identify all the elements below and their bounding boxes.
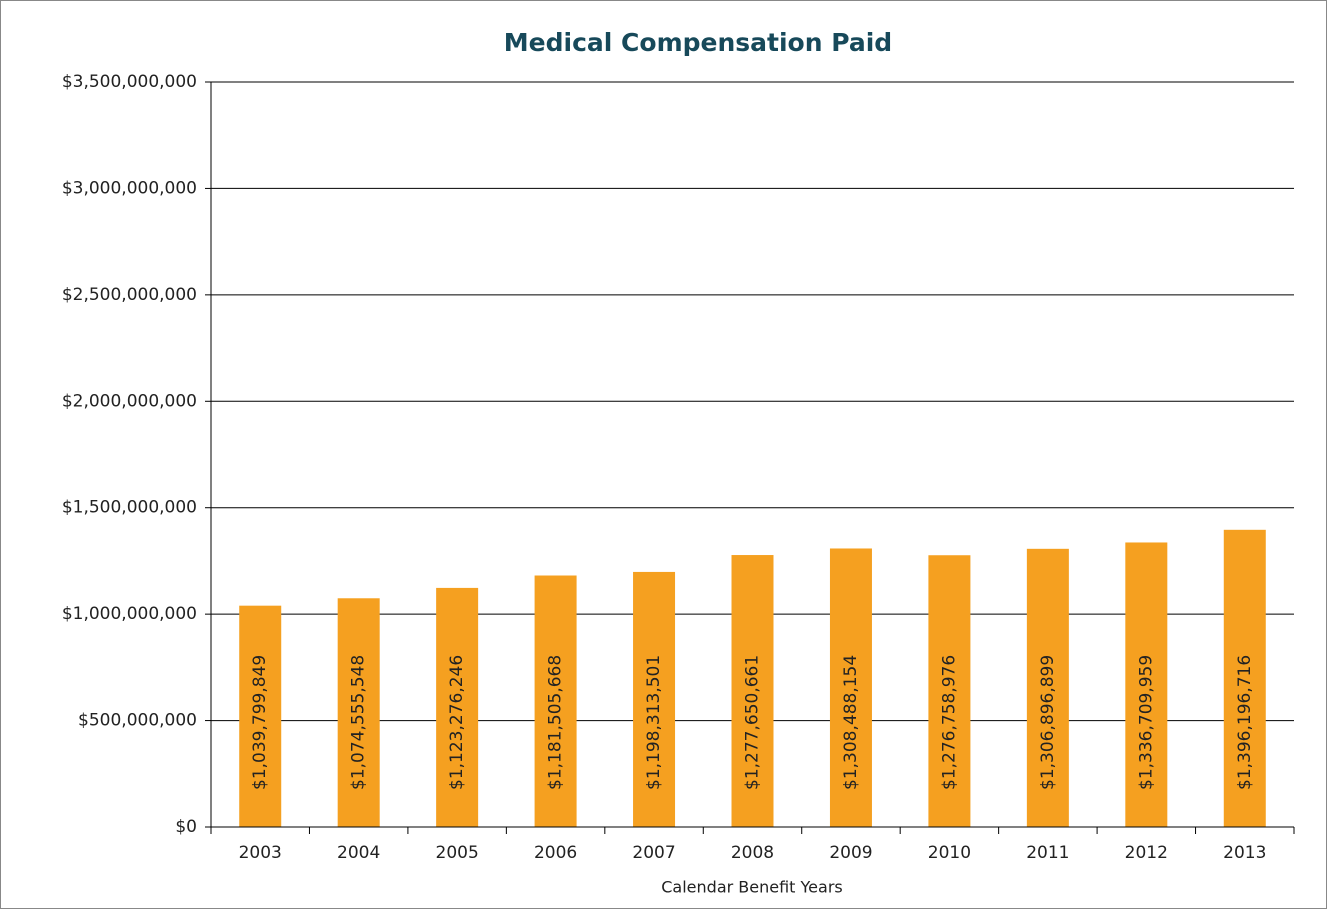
x-tick-label: 2005	[436, 843, 479, 863]
y-tick-label: $0	[175, 817, 197, 837]
value-label: $1,276,758,976	[939, 655, 959, 790]
bar	[337, 598, 380, 827]
bar	[731, 555, 774, 827]
y-tick-label: $1,500,000,000	[62, 498, 197, 518]
value-label: $1,277,650,661	[743, 655, 763, 790]
x-tick-label: 2003	[239, 843, 282, 863]
x-tick-label: 2012	[1125, 843, 1168, 863]
chart-title: Medical Compensation Paid	[504, 28, 892, 57]
y-tick-label: $2,500,000,000	[62, 285, 197, 305]
value-label: $1,396,196,716	[1235, 655, 1255, 790]
x-tick-label: 2013	[1223, 843, 1266, 863]
value-label: $1,039,799,849	[250, 655, 270, 790]
value-label: $1,198,313,501	[644, 655, 664, 790]
x-tick-label: 2004	[337, 843, 380, 863]
bar	[633, 571, 676, 827]
y-tick-label: $3,500,000,000	[62, 72, 197, 92]
bar	[928, 555, 971, 827]
bar	[829, 548, 872, 827]
x-tick-label: 2007	[632, 843, 675, 863]
value-label: $1,306,896,899	[1038, 655, 1058, 790]
bar	[1125, 542, 1168, 827]
bar	[1026, 548, 1069, 827]
x-tick-label: 2006	[534, 843, 577, 863]
value-label: $1,181,505,668	[546, 655, 566, 790]
bar	[534, 575, 577, 827]
bar	[1223, 529, 1266, 827]
x-tick-label: 2008	[731, 843, 774, 863]
y-tick-label: $3,000,000,000	[62, 178, 197, 198]
y-tick-label: $1,000,000,000	[62, 604, 197, 624]
bar	[239, 605, 282, 827]
value-label: $1,074,555,548	[349, 655, 369, 790]
x-tick-label: 2009	[829, 843, 872, 863]
value-label: $1,336,709,959	[1136, 655, 1156, 790]
value-label: $1,123,276,246	[447, 655, 467, 790]
x-tick-label: 2010	[928, 843, 971, 863]
x-tick-label: 2011	[1026, 843, 1069, 863]
bar	[436, 587, 479, 827]
y-tick-label: $2,000,000,000	[62, 391, 197, 411]
y-tick-label: $500,000,000	[78, 711, 197, 731]
value-label: $1,308,488,154	[841, 655, 861, 790]
x-axis-label: Calendar Benefit Years	[661, 878, 842, 897]
